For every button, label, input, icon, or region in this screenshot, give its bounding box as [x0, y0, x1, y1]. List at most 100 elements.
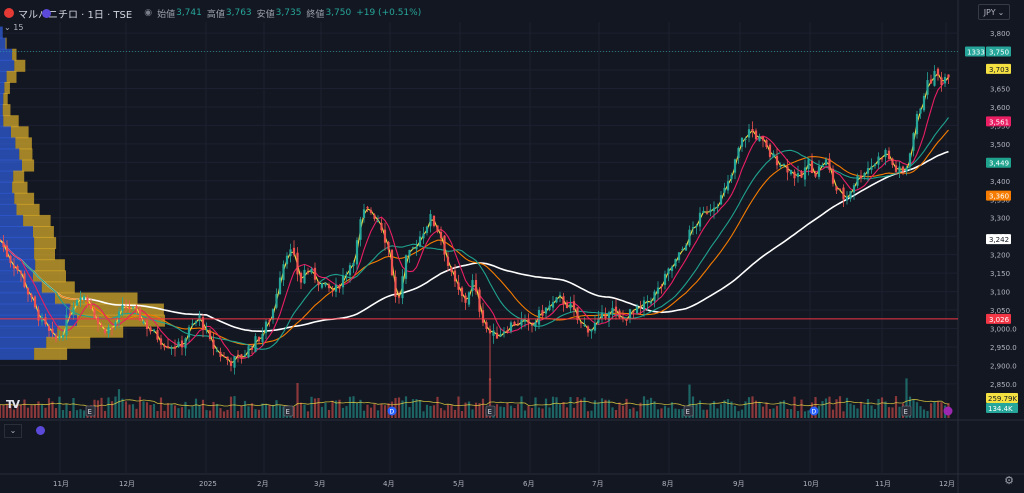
candle-body	[0, 239, 2, 241]
volume-bar	[786, 408, 789, 418]
candle-body	[891, 158, 894, 165]
volume-bar	[824, 398, 828, 418]
earnings-icon	[485, 405, 496, 417]
symbol-title[interactable]: マルハニチロ · 1日 · TSE	[18, 9, 133, 21]
volume-bar	[621, 405, 625, 418]
volume-bar	[611, 407, 614, 418]
candle-body	[191, 323, 194, 325]
volume-bar	[758, 402, 761, 418]
volume-bar	[320, 406, 324, 418]
eye-icon[interactable]: ◉	[144, 8, 153, 18]
candle-body	[625, 318, 628, 321]
volume-bar	[0, 404, 2, 418]
volume-profile-up-bar	[0, 270, 33, 283]
candle-body	[2, 242, 5, 248]
volume-bar	[653, 401, 656, 418]
volume-profile-up-bar	[0, 325, 58, 338]
volume-bar	[800, 399, 803, 418]
dividend-marker-label: D	[390, 409, 395, 416]
volume-bar	[198, 405, 201, 418]
candle-body	[488, 329, 492, 334]
volume-bar	[628, 409, 632, 418]
volume-bar	[866, 398, 870, 418]
candle-body	[128, 306, 131, 309]
volume-bar	[565, 407, 569, 418]
indicator-toggle[interactable]: ⌄ 15	[4, 23, 23, 32]
volume-profile-up-bar	[0, 159, 22, 172]
currency-button[interactable]: JPY ⌄	[978, 4, 1010, 20]
volume-bar	[940, 402, 943, 418]
candle-body	[37, 309, 40, 321]
volume-profile-down-bar	[41, 281, 75, 294]
replay-icon[interactable]	[42, 9, 51, 18]
candle-body	[282, 264, 285, 281]
candle-body	[849, 191, 852, 199]
volume-bar	[821, 401, 824, 418]
volume-profile-up-bar	[0, 214, 24, 227]
candle-body	[411, 247, 415, 249]
volume-bar	[856, 408, 859, 418]
candle-body	[632, 311, 635, 313]
volume-bar	[187, 409, 191, 418]
volume-bar	[432, 405, 436, 418]
candle-body	[394, 276, 397, 297]
volume-bar	[233, 396, 236, 418]
candle-body	[702, 210, 705, 213]
volume-bar	[828, 396, 831, 418]
volume-profile-down-bar	[5, 37, 7, 50]
time-tick-label: 3月	[314, 480, 325, 488]
candle-body	[898, 166, 901, 172]
candle-body	[359, 219, 362, 240]
candle-body	[226, 356, 229, 361]
candle-body	[915, 113, 919, 135]
volume-bar	[474, 402, 478, 418]
subpane-toggle[interactable]: ⌄	[4, 424, 22, 438]
volume-bar	[572, 407, 576, 418]
candle-body	[457, 282, 460, 290]
candle-body	[803, 167, 807, 180]
candle-body	[159, 338, 163, 345]
volume-bar	[873, 409, 877, 418]
volume-bar	[170, 403, 173, 418]
candle-body	[467, 292, 471, 305]
candle-body	[460, 287, 464, 296]
candle-body	[110, 327, 114, 329]
volume-profile-down-bar	[4, 81, 10, 94]
candle-body	[597, 317, 600, 323]
candle-body	[240, 354, 243, 359]
volume-badge-label: 259.79K	[988, 395, 1017, 403]
volume-bar	[436, 396, 439, 418]
volume-bar	[551, 396, 555, 418]
volume-bar	[464, 402, 467, 418]
candle-body	[705, 213, 709, 215]
volume-bar	[9, 403, 12, 418]
candle-body	[79, 297, 82, 300]
price-badge	[986, 63, 1011, 74]
candle-body	[534, 322, 537, 327]
candle-body	[649, 301, 653, 304]
candle-body	[936, 68, 940, 76]
volume-bar	[324, 402, 327, 418]
candle-body	[670, 266, 674, 272]
candle-body	[72, 307, 75, 315]
candle-body	[306, 272, 310, 274]
subpane-indicator-icon[interactable]	[36, 426, 45, 435]
candle-body	[208, 330, 212, 339]
volume-bar	[450, 405, 453, 418]
volume-bar	[306, 411, 310, 418]
volume-bar	[705, 409, 709, 418]
candle-body	[940, 77, 943, 85]
candle-body	[835, 186, 838, 191]
volume-bar	[282, 406, 285, 418]
gear-icon[interactable]: ⚙	[1004, 474, 1014, 487]
volume-profile-up-bar	[0, 203, 17, 216]
candle-body	[170, 347, 173, 349]
volume-bar	[453, 409, 457, 418]
candle-body	[376, 220, 380, 222]
close-label: 終値	[306, 9, 325, 20]
candle-body	[562, 296, 565, 305]
volume-bar	[268, 404, 271, 418]
volume-bar	[156, 410, 159, 418]
ma-50-line	[0, 117, 949, 350]
